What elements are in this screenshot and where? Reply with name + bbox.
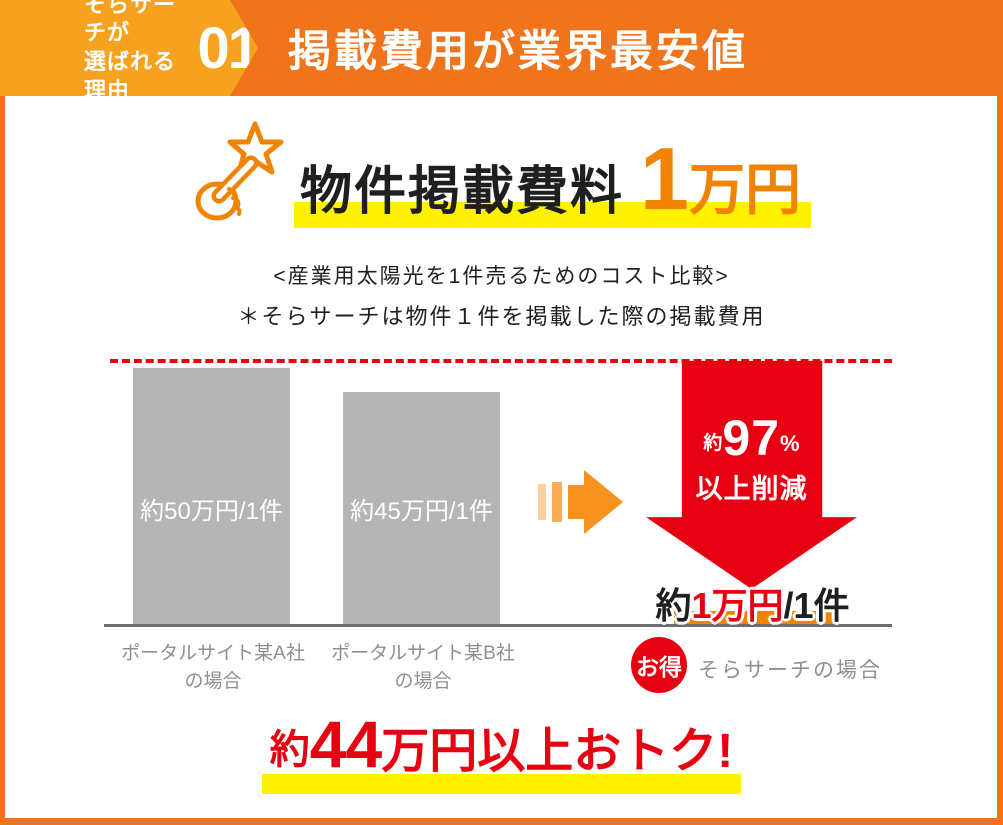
footer: 約44万円以上おトク!: [0, 706, 1003, 794]
cat-b-line2: の場合: [394, 670, 452, 692]
chart-baseline: [104, 624, 892, 627]
category-label-portal-a: ポータルサイト某A社 の場合: [108, 640, 318, 695]
reference-dashed-line: [110, 359, 892, 363]
headline-label: 物件掲載費料: [300, 163, 625, 221]
savings-number: 44: [309, 707, 382, 781]
sora-price: 約1万円/1件: [610, 577, 895, 629]
savings-prefix: 約: [269, 728, 310, 772]
category-label-portal-b: ポータルサイト某B社 の場合: [318, 640, 528, 695]
savings-suffix: 万円以上おトク!: [381, 725, 734, 778]
reduction-line1: 約97%: [646, 413, 857, 463]
headline-price-unit: 万円: [688, 158, 801, 221]
sora-price-value: 1万円: [691, 585, 784, 626]
bar-a-value-label: 約50万円/1件: [140, 498, 283, 525]
reduction-prefix: 約: [703, 433, 723, 454]
right-arrow-icon: [538, 470, 623, 534]
header-bar: そらサーチが 選ばれる理由 01 掲載費用が業界最安値: [0, 0, 1003, 96]
headline-highlight: 物件掲載費料 1 万円: [294, 129, 811, 228]
reduction-number: 97: [722, 410, 781, 466]
notes: <産業用太陽光を1件売るためのコスト比較> ＊そらサーチは物件１件を掲載した際の…: [0, 260, 1003, 331]
reason-number: 01: [197, 15, 258, 81]
reason-badge: そらサーチが 選ばれる理由 01: [0, 0, 258, 96]
price-underline: [674, 611, 834, 626]
bar-portal-a: 約50万円/1件: [133, 368, 290, 626]
bar-b-value-label: 約45万円/1件: [350, 498, 493, 525]
category-label-sora: そらサーチの場合: [698, 659, 882, 682]
cat-b-line1: ポータルサイト某B社: [331, 643, 515, 664]
reduction-suffix: 以上削減: [695, 474, 808, 504]
headline-price-number: 1: [640, 129, 689, 228]
page-title: 掲載費用が業界最安値: [288, 28, 748, 76]
savings-highlight: 約44万円以上おトク!: [261, 706, 742, 794]
sora-price-prefix: 約: [655, 585, 692, 626]
note-line1: <産業用太陽光を1件売るためのコスト比較>: [273, 265, 730, 288]
bar-portal-b: 約45万円/1件: [343, 392, 500, 626]
deal-badge: お得: [631, 637, 687, 693]
reduction-percent: %: [780, 431, 800, 456]
cat-a-line1: ポータルサイト某A社: [121, 643, 305, 664]
hand-pointing-star-icon: [195, 121, 284, 221]
reason-badge-line1: そらサーチが: [84, 0, 177, 46]
reason-badge-text: そらサーチが 選ばれる理由: [84, 0, 191, 103]
cat-a-line2: の場合: [184, 670, 242, 692]
note-line2: ＊そらサーチは物件１件を掲載した際の掲載費用: [237, 304, 766, 329]
sora-price-per: /1件: [783, 585, 850, 626]
headline: 物件掲載費料 1 万円: [0, 118, 1003, 228]
reason-badge-line2: 選ばれる理由: [84, 49, 177, 103]
